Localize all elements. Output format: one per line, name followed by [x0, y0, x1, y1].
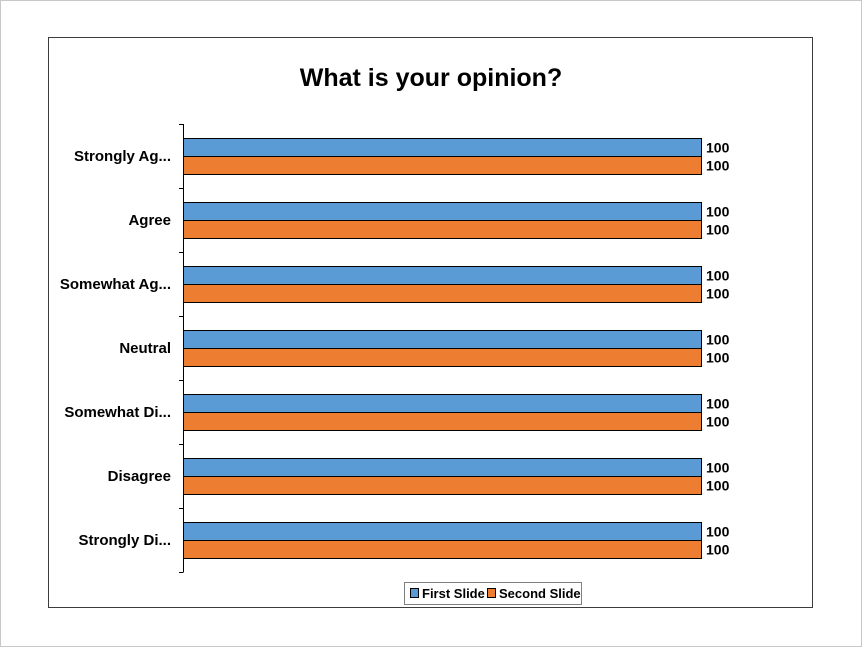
bar [183, 540, 702, 559]
data-label: 100 [706, 204, 730, 220]
data-label: 100 [706, 478, 730, 494]
bar [183, 412, 702, 431]
data-label: 100 [706, 140, 730, 156]
data-label: 100 [706, 286, 730, 302]
legend-swatch [487, 588, 496, 598]
plot-area: Strongly Ag... 100 100 Agree 100 100 Somewhat … [60, 124, 730, 573]
bar [183, 348, 702, 367]
bar [183, 330, 702, 349]
data-label: 100 [706, 332, 730, 348]
category-label: Neutral [119, 340, 171, 357]
legend-label: First Slide [422, 586, 485, 601]
data-label: 100 [706, 268, 730, 284]
data-label: 100 [706, 158, 730, 174]
bar [183, 476, 702, 495]
category-label: Somewhat Di... [64, 404, 171, 421]
bar [183, 394, 702, 413]
data-label: 100 [706, 542, 730, 558]
data-label: 100 [706, 350, 730, 366]
legend-swatch [410, 588, 419, 598]
category-label: Strongly Di... [78, 532, 171, 549]
bar [183, 220, 702, 239]
chart-area [48, 37, 813, 608]
bar [183, 266, 702, 285]
data-label: 100 [706, 524, 730, 540]
category-label: Disagree [108, 468, 171, 485]
bar [183, 138, 702, 157]
data-label: 100 [706, 396, 730, 412]
bar [183, 156, 702, 175]
bar [183, 522, 702, 541]
chart-title: What is your opinion? [300, 64, 562, 92]
legend-label: Second Slide [499, 586, 581, 601]
bar [183, 458, 702, 477]
data-label: 100 [706, 414, 730, 430]
bar [183, 202, 702, 221]
category-label: Agree [128, 212, 171, 229]
legend: First Slide Second Slide [404, 582, 582, 605]
category-label: Somewhat Ag... [60, 276, 171, 293]
data-label: 100 [706, 222, 730, 238]
bar [183, 284, 702, 303]
category-label: Strongly Ag... [74, 148, 171, 165]
data-label: 100 [706, 460, 730, 476]
